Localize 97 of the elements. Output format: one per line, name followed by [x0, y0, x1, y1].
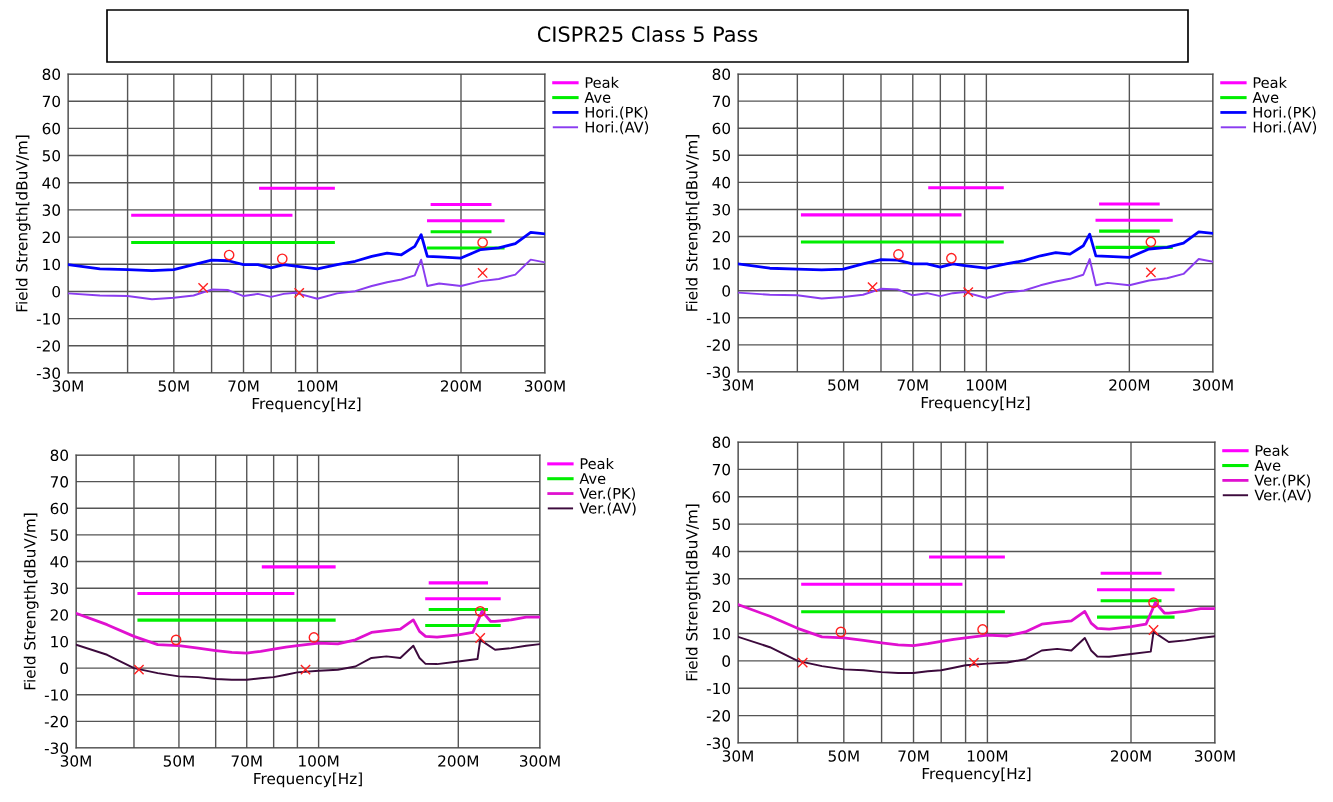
y-tick-label: -20	[36, 340, 61, 352]
y-tick-label: 80	[42, 68, 61, 81]
x-tick-label: 200M	[440, 380, 481, 392]
legend-label: Ver.(PK)	[1254, 474, 1310, 488]
y-tick-label: 30	[712, 573, 731, 585]
y-tick-label: 10	[51, 635, 69, 648]
y-tick-label: 0	[60, 662, 69, 675]
y-tick-label: 20	[50, 609, 69, 621]
y-axis-title: Field Strength[dBuV/m]	[685, 135, 701, 311]
legend-label: Ver.(AV)	[1254, 489, 1311, 503]
x-tick-label: 50M	[163, 755, 194, 767]
x-tick-label: 30M	[722, 379, 753, 391]
y-tick-label: -30	[36, 367, 61, 380]
x-tick-label: 70M	[228, 380, 259, 392]
y-tick-label: -10	[706, 682, 731, 695]
y-tick-label: 0	[722, 285, 731, 297]
y-tick-label: 20	[42, 231, 61, 244]
legend-label: Peak	[1255, 444, 1289, 457]
y-axis-title: Field Strength[dBuV/m]	[15, 135, 31, 312]
x-tick-label: 100M	[967, 750, 1008, 762]
text: CISPR25 Class 5 Pass	[537, 25, 758, 43]
y-tick-label: 40	[50, 556, 69, 568]
y-tick-label: 50	[42, 150, 61, 162]
y-axis-title: Field Strength[dBuV/m]	[23, 513, 39, 690]
y-tick-label: 80	[50, 449, 69, 462]
x-tick-label: 300M	[519, 755, 560, 767]
y-tick-label: -30	[44, 742, 69, 755]
x-tick-label: 100M	[299, 755, 339, 767]
legend-label: Ave	[1252, 92, 1279, 103]
y-tick-label: 50	[50, 529, 69, 541]
y-tick-label: 60	[50, 502, 69, 515]
legend-label: Ver.(PK)	[579, 487, 635, 501]
y-tick-label: 50	[712, 149, 731, 162]
y-tick-label: 30	[42, 204, 61, 216]
legend-label: Hori.(AV)	[585, 121, 649, 135]
y-tick-label: -10	[706, 312, 731, 324]
y-tick-label: -30	[706, 366, 731, 379]
y-tick-label: 30	[712, 203, 731, 216]
y-tick-label: 70	[42, 95, 61, 108]
y-tick-label: 60	[712, 491, 731, 503]
y-tick-label: -10	[36, 313, 61, 325]
x-axis-title: Frequency[Hz]	[921, 396, 1030, 412]
legend-label: Ave	[579, 473, 606, 485]
legend-label: Hori.(PK)	[1253, 106, 1316, 120]
x-axis-title: Frequency[Hz]	[922, 767, 1031, 783]
y-tick-label: 70	[712, 463, 731, 476]
y-tick-label: -20	[706, 339, 731, 351]
x-tick-label: 50M	[158, 380, 189, 392]
legend-label: Peak	[580, 457, 614, 470]
x-tick-label: 30M	[52, 380, 83, 392]
legend-label: Ave	[584, 92, 611, 103]
y-tick-label: 80	[712, 68, 731, 81]
y-tick-label: 60	[42, 122, 61, 135]
y-tick-label: 80	[712, 436, 731, 449]
y-tick-label: 0	[52, 285, 61, 298]
legend-label: Ver.(AV)	[579, 502, 636, 516]
x-tick-label: 300M	[1194, 750, 1235, 762]
y-tick-label: 30	[50, 582, 69, 595]
y-tick-label: 10	[43, 258, 61, 271]
x-tick-label: 200M	[438, 755, 478, 767]
y-tick-label: 10	[713, 628, 731, 640]
y-tick-label: 0	[722, 655, 731, 667]
y-tick-label: 70	[712, 95, 731, 108]
y-tick-label: -20	[44, 715, 69, 728]
x-axis-title: Frequency[Hz]	[252, 397, 361, 413]
x-tick-label: 100M	[297, 380, 338, 392]
legend-label: Peak	[585, 76, 619, 89]
x-tick-label: 300M	[524, 380, 565, 392]
x-tick-label: 70M	[897, 379, 928, 391]
x-tick-label: 70M	[898, 750, 929, 762]
x-tick-label: 50M	[828, 379, 859, 391]
y-tick-label: -30	[706, 737, 731, 750]
y-axis-title: Field Strength[dBuV/m]	[685, 504, 701, 681]
legend-label: Peak	[1253, 76, 1287, 89]
x-axis-title: Frequency[Hz]	[254, 772, 362, 788]
x-tick-label: 300M	[1192, 379, 1233, 391]
y-tick-label: 50	[712, 518, 731, 531]
x-tick-label: 200M	[1109, 379, 1150, 391]
y-tick-label: 40	[712, 545, 731, 558]
x-tick-label: 70M	[231, 755, 262, 767]
y-tick-label: -20	[706, 710, 731, 722]
y-tick-label: -10	[44, 689, 69, 701]
x-tick-label: 100M	[966, 379, 1007, 391]
y-tick-label: 20	[712, 231, 731, 243]
x-tick-label: 30M	[722, 750, 753, 762]
x-tick-label: 200M	[1110, 750, 1151, 762]
x-tick-label: 50M	[828, 750, 859, 762]
y-tick-label: 40	[712, 176, 731, 189]
y-tick-label: 10	[713, 258, 731, 270]
legend-label: Ave	[1254, 460, 1281, 471]
legend-label: Hori.(AV)	[1253, 121, 1317, 135]
y-tick-label: 40	[42, 177, 61, 189]
x-tick-label: 30M	[60, 755, 91, 767]
y-tick-label: 70	[50, 476, 69, 488]
y-tick-label: 60	[712, 122, 731, 135]
y-tick-label: 20	[712, 600, 731, 613]
legend-label: Hori.(PK)	[585, 106, 648, 120]
